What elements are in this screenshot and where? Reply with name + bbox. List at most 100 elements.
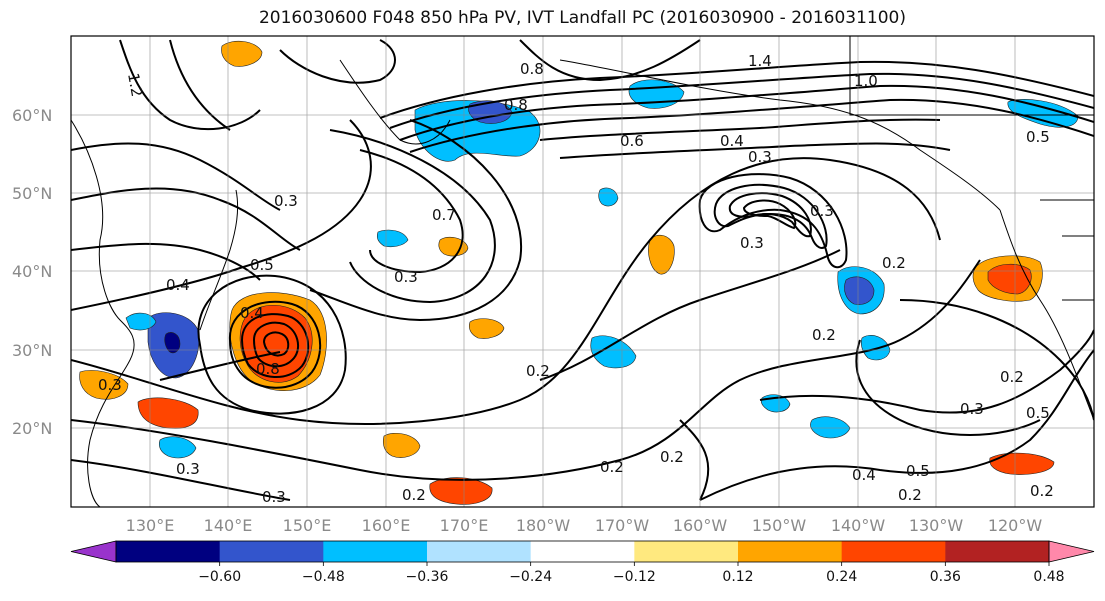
subtropic-contour-2 [71,157,941,425]
lon-label: 160°E [362,516,411,535]
anomaly-positive-n [221,40,263,67]
contour-label: 0.3 [810,202,834,220]
north-contour-3 [519,39,701,82]
lat-label: 30°N [12,341,52,360]
low-contour-1 [228,300,322,389]
colorbar-extend-high [1048,540,1095,563]
trough-contour-3 [309,119,523,322]
colorbar-label: −0.60 [198,569,241,585]
contour-label: 0.2 [600,458,624,476]
anomaly-negative-s6 [598,187,619,207]
contour-label: 0.3 [262,488,286,506]
colorbar-segment [530,541,635,562]
north-contour-4 [169,39,231,131]
colorbar-label: 0.36 [930,569,961,585]
subtropic-contour-13 [899,299,1094,421]
colorbar-label: 0.48 [1033,569,1064,585]
contour-label: 0.3 [274,192,298,210]
north-contour-2 [279,39,396,84]
jet-contour-2 [389,72,1094,129]
trough-contour-1 [359,149,464,274]
map-frame [70,35,1095,508]
cyclone-contour-1 [698,173,848,269]
colorbar-label: −0.12 [613,569,656,585]
contour-label: 0.5 [1026,404,1050,422]
colorbar: −0.60 −0.48 −0.36 −0.24 −0.12 0.12 0.24 0.36 0.4… [70,540,1095,585]
contour-label: 0.3 [960,400,984,418]
longitude-axis: 130°E 140°E 150°E 160°E 170°E 180°W 170°… [126,516,1043,535]
coast-kamchatka [339,59,451,145]
anomaly-negative-s4 [860,335,891,361]
colorbar-label: −0.48 [302,569,345,585]
coast-asia [71,119,135,507]
anomaly-positive-small2 [382,433,421,458]
contour-label: 0.3 [98,376,122,394]
contour-label: 0.2 [402,486,426,504]
coastlines [71,36,1094,507]
contour-label: 0.2 [526,362,550,380]
latitude-axis: 60°N 50°N 40°N 30°N 20°N [12,106,52,438]
contour-label: 1.4 [748,52,772,70]
subtropic-contour-5 [699,349,1094,501]
lon-label: 140°E [204,516,253,535]
anomaly-negative-w-rim [125,312,157,331]
cyclone-contour-4 [742,199,797,230]
cyclone-contour-2 [713,183,828,249]
contour-label: 0.6 [620,132,644,150]
contour-label: 0.5 [906,462,930,480]
contour-label: 0.2 [898,486,922,504]
anomaly-positive-mid [648,234,675,275]
anomaly-positive-se [989,452,1055,475]
lon-label: 160°W [673,516,728,535]
shaded-anomalies [79,40,1079,505]
contour-label: 0.4 [166,276,190,294]
lat-label: 50°N [12,184,52,203]
colorbar-segment [945,541,1050,562]
anomaly-negative-c [590,335,637,369]
contour-label: 0.4 [852,466,876,484]
map-title: 2016030600 F048 850 hPa PV, IVT Landfall… [258,8,906,28]
contour-label: 0.3 [394,268,418,286]
anomaly-negative-w-core [164,332,181,354]
anomaly-negative-s3 [158,436,197,459]
contour-label: 0.8 [504,96,528,114]
lat-label: 60°N [12,106,52,125]
contour-label: 0.3 [740,234,764,252]
colorbar-label: 0.24 [826,569,857,585]
lon-label: 150°E [283,516,332,535]
jet-contour-1 [379,60,1094,119]
contour-label: 1.0 [854,72,878,90]
anomaly-negative-s5 [376,229,409,248]
contour-label: 0.3 [748,148,772,166]
contour-label: 0.2 [882,254,906,272]
jet-contour-6 [559,142,951,159]
anomaly-negative-ne-core [844,276,875,305]
contour-label: 0.2 [1000,368,1024,386]
subtropic-contour-3 [71,259,981,481]
subtropic-contour-8 [159,351,281,381]
lon-label: 180°W [516,516,571,535]
border-us [1040,199,1094,301]
anomaly-positive-small1 [468,318,505,339]
contour-label: 0.5 [250,256,274,274]
subtropic-contour-11 [71,242,261,281]
lat-label: 40°N [12,262,52,281]
lon-label: 120°W [988,516,1043,535]
subtropic-contour-10 [71,142,281,211]
colorbar-segment [427,541,532,562]
subtropic-contour-6 [759,329,1094,414]
contour-label: 0.4 [240,304,264,322]
lon-label: 150°W [752,516,807,535]
anomaly-positive-sw [137,397,199,429]
coast-alaska [559,59,1001,211]
lon-label: 170°E [440,516,489,535]
contour-label: 0.7 [432,206,456,224]
lon-label: 130°E [126,516,175,535]
subtropic-contour-9 [71,187,301,251]
lon-label: 130°W [909,516,964,535]
anomaly-positive-small3 [438,236,469,257]
lon-label: 140°W [831,516,886,535]
contour-label: 0.3 [176,460,200,478]
anomaly-positive-s [429,477,493,505]
